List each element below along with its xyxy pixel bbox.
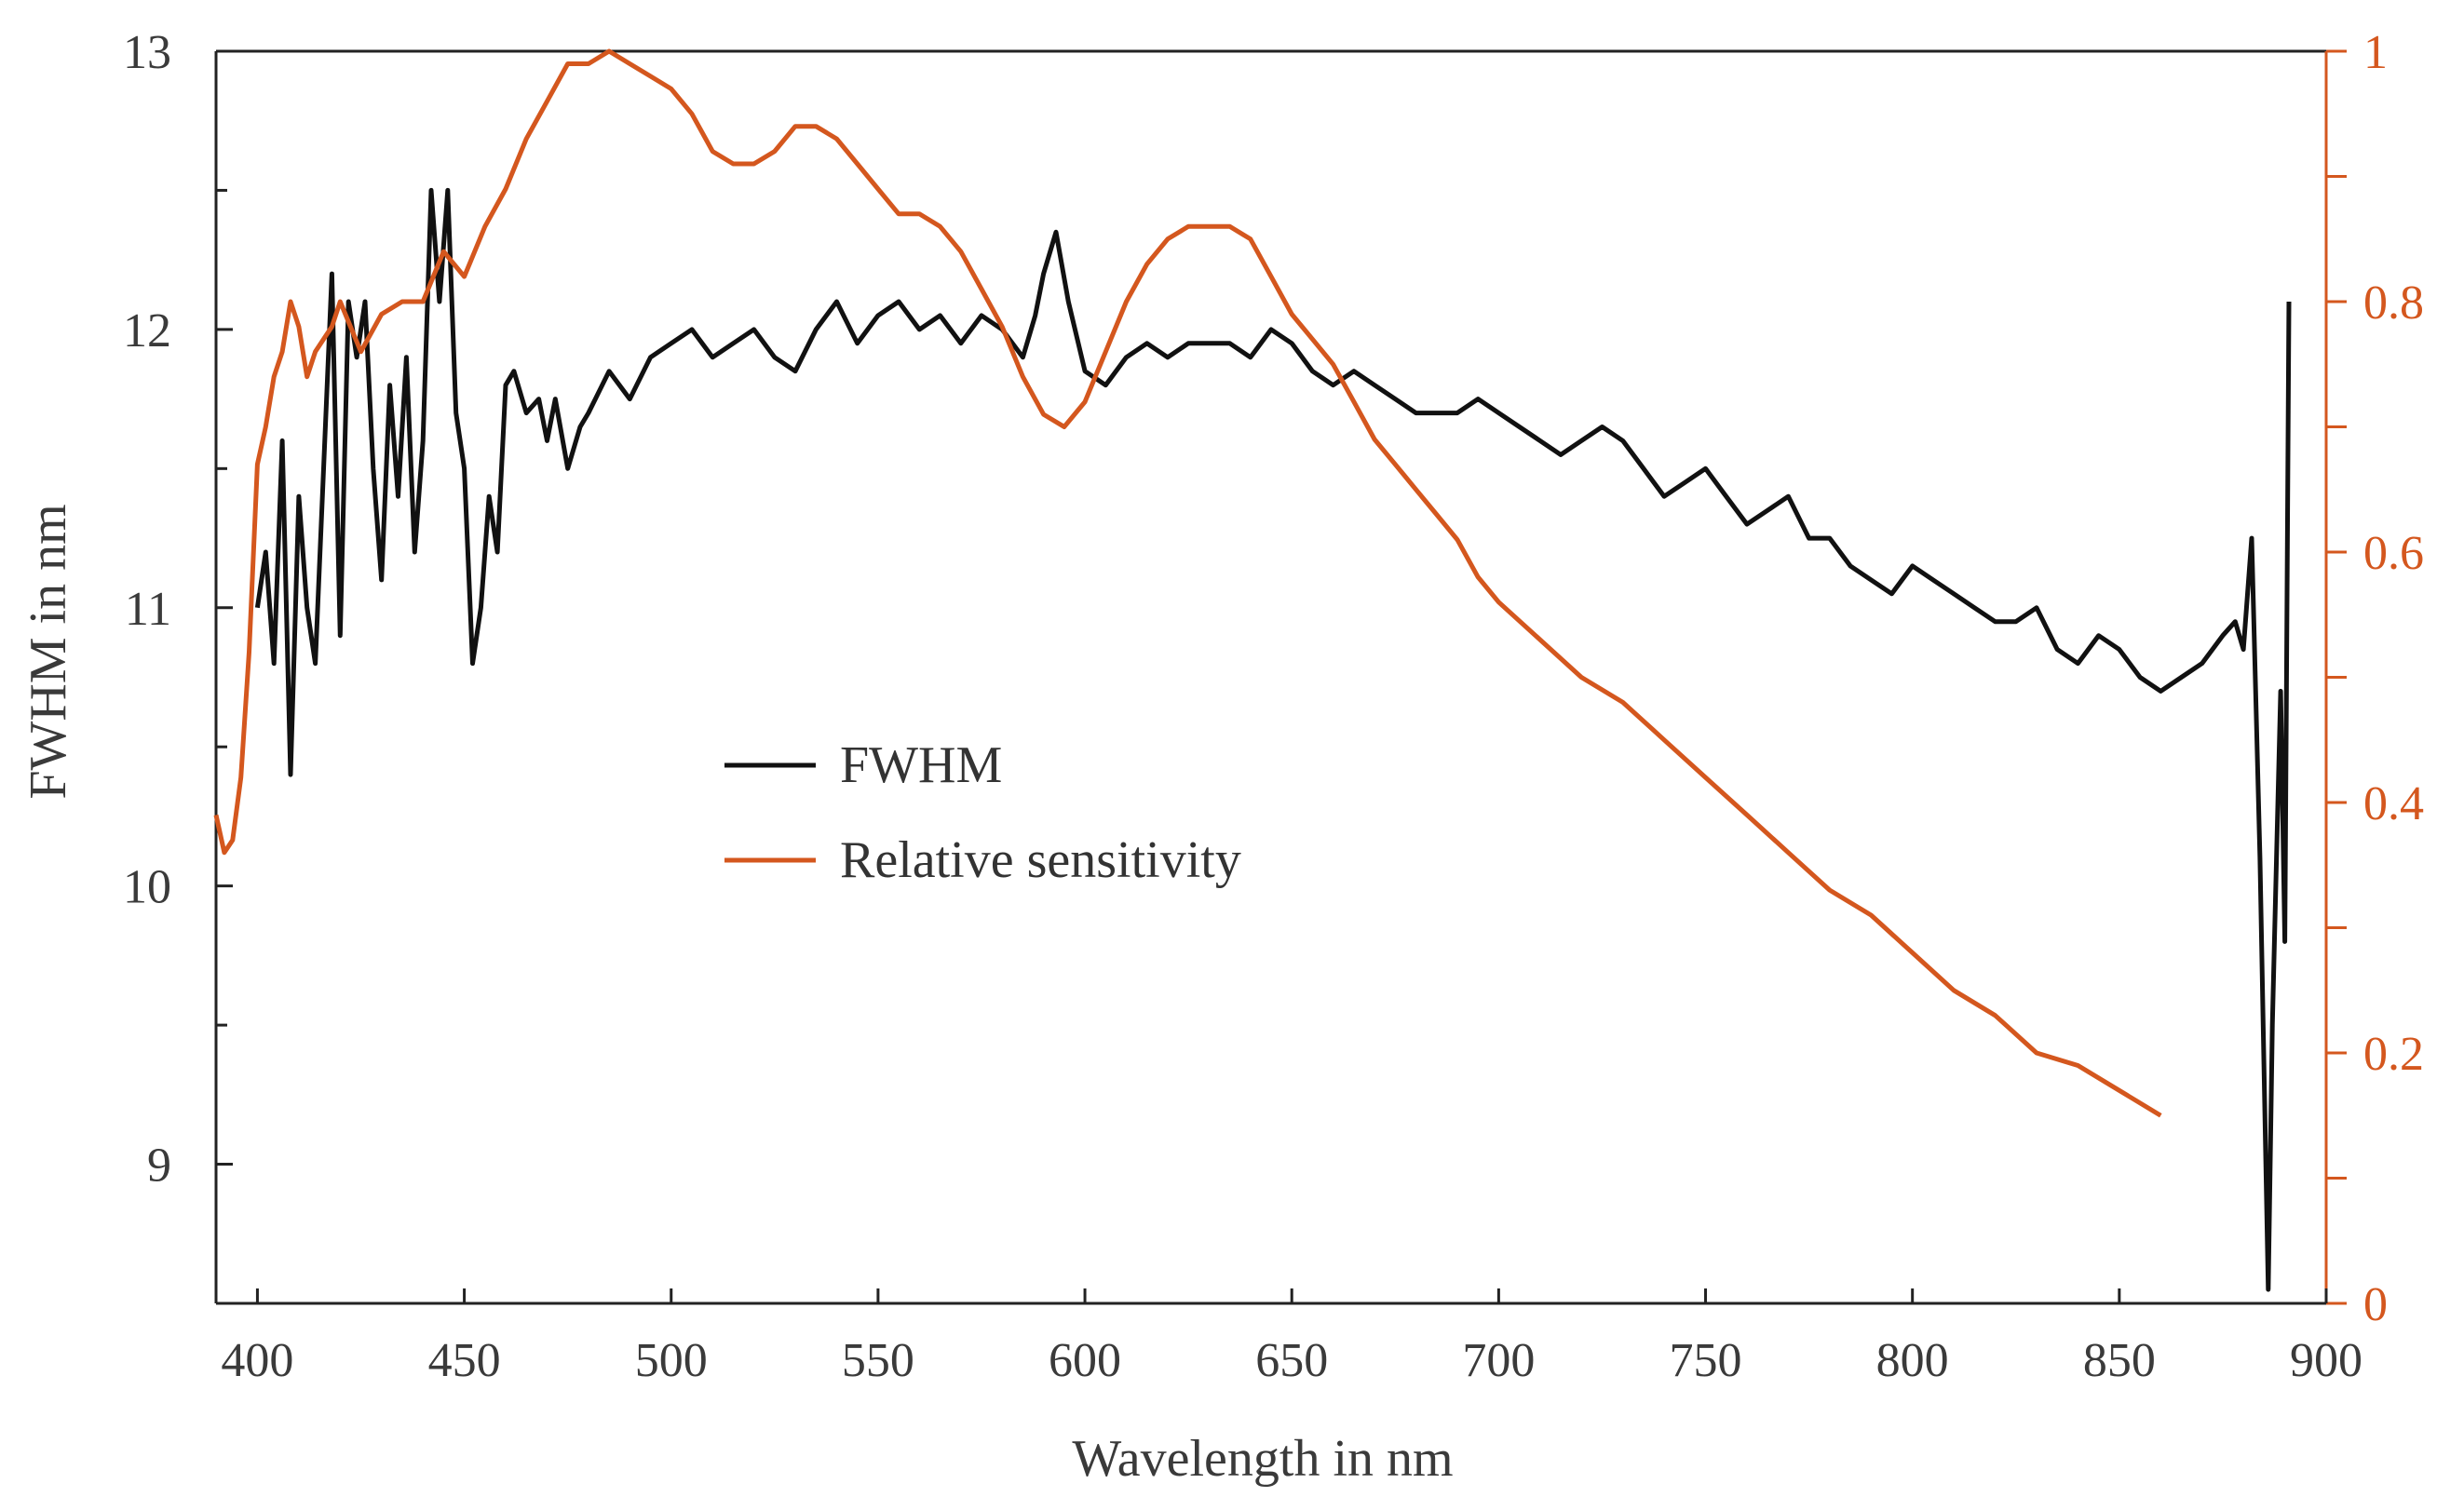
y2-tick-label: 0.2: [2363, 1028, 2424, 1081]
x-axis-title: Wavelength in nm: [1072, 1430, 1453, 1488]
y-tick-label: 12: [123, 304, 171, 357]
series-line-fwhm: [254, 187, 2292, 1292]
x-tick-label: 550: [842, 1334, 914, 1387]
x-tick-label: 750: [1670, 1334, 1742, 1387]
left-axis-ticks: 9 10 11 12 13: [123, 26, 233, 1305]
y2-tick-label: 0.8: [2363, 276, 2424, 330]
x-tick-label: 650: [1255, 1334, 1328, 1387]
y-tick-label: 9: [147, 1140, 171, 1193]
y2-tick-label: 0.4: [2363, 777, 2424, 830]
x-tick-label: 700: [1462, 1334, 1535, 1387]
y2-tick-label: 0.6: [2363, 527, 2424, 580]
x-tick-label: 900: [2290, 1334, 2362, 1387]
x-tick-label: 800: [1876, 1334, 1949, 1387]
y2-tick-label: 0: [2363, 1278, 2388, 1331]
y2-tick-label: 1: [2363, 26, 2388, 79]
legend: FWHM Relative sensitivity: [724, 736, 1241, 889]
series-layer: [213, 48, 2292, 1292]
y-tick-label: 13: [123, 26, 171, 79]
y-tick-label: 11: [125, 583, 171, 636]
x-tick-label: 600: [1049, 1334, 1121, 1387]
x-tick-label: 400: [221, 1334, 293, 1387]
legend-label-fwhm: FWHM: [840, 736, 1002, 794]
y-tick-label: 10: [123, 861, 171, 914]
series-line-sensitivity: [213, 48, 2162, 1118]
bottom-axis-ticks: 400 450 500 550 600 650 700 750 800 850 900: [221, 1288, 2362, 1387]
x-tick-label: 850: [2083, 1334, 2156, 1387]
y-axis-title: FWHM in nm: [20, 504, 77, 799]
x-tick-label: 500: [635, 1334, 708, 1387]
x-tick-label: 450: [428, 1334, 501, 1387]
right-axis-ticks: 0 0.2 0.4 0.6 0.8 1: [2326, 26, 2424, 1331]
legend-label-sensitivity: Relative sensitivity: [840, 831, 1241, 889]
plot-frame: [214, 49, 2328, 1305]
